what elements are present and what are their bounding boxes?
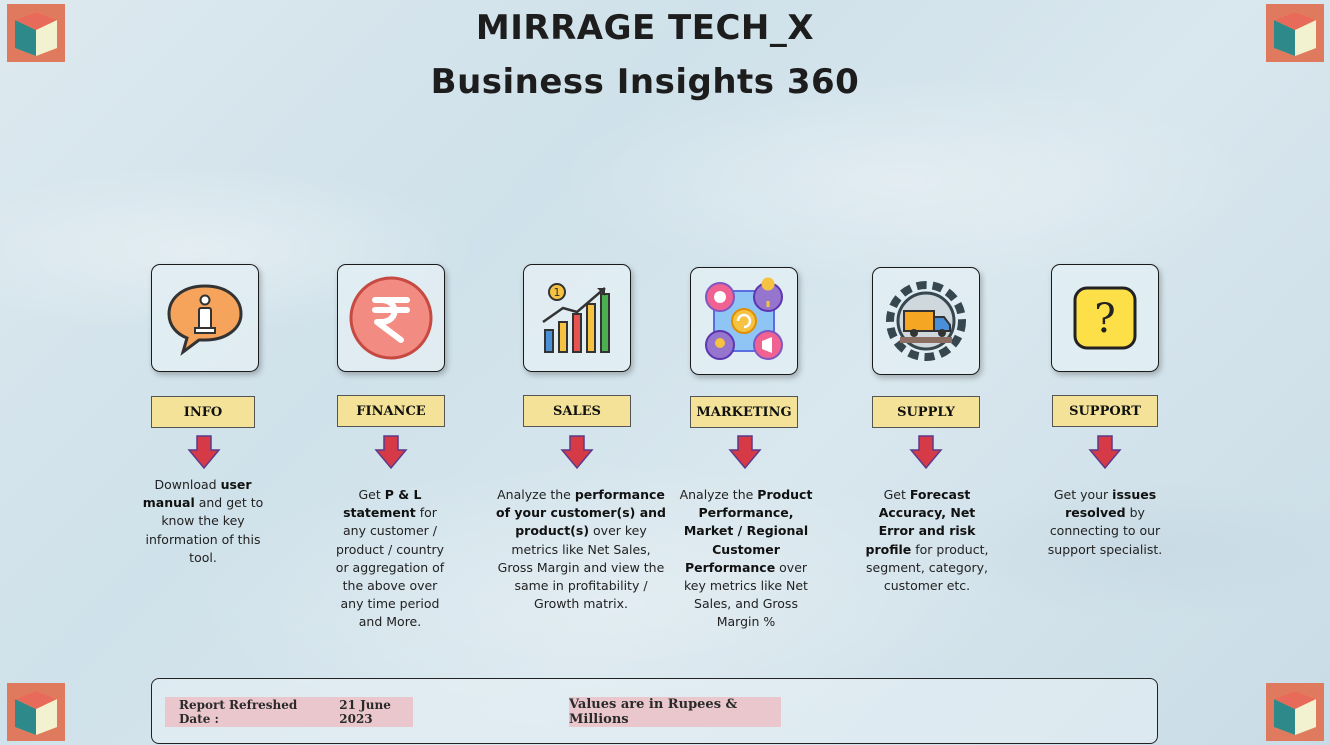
finance-card[interactable] xyxy=(337,264,445,372)
supply-down-arrow-icon xyxy=(909,434,943,470)
page-subtitle: Business Insights 360 xyxy=(430,62,860,102)
company-logo-top-right xyxy=(1266,4,1324,62)
refresh-date-pill: Report Refreshed Date : 21 June 2023 xyxy=(165,697,413,727)
info-label[interactable]: INFO xyxy=(151,396,255,428)
finance-description: Get P & L statement for any customer / p… xyxy=(335,487,445,630)
support-description: Get your issues resolved by connecting t… xyxy=(1047,487,1163,557)
support-card[interactable]: ? xyxy=(1051,264,1159,372)
delivery-truck-gear-icon xyxy=(886,281,966,361)
finance-label[interactable]: FINANCE xyxy=(337,395,445,427)
finance-down-arrow-icon xyxy=(374,434,408,470)
footer-panel: Report Refreshed Date : 21 June 2023 Val… xyxy=(151,678,1158,744)
page-title: MIRRAGE TECH_X xyxy=(475,8,815,48)
supply-label[interactable]: SUPPLY xyxy=(872,396,980,428)
marketing-cycle-icon xyxy=(705,277,783,360)
svg-text:1: 1 xyxy=(554,286,561,299)
bar-chart-growth-icon: 1 xyxy=(542,283,610,353)
support-down-arrow-icon xyxy=(1088,434,1122,470)
company-logo-bottom-left xyxy=(7,683,65,741)
company-logo-bottom-right xyxy=(1266,683,1324,741)
question-mark-icon: ? xyxy=(1073,286,1137,350)
units-note: Values are in Rupees & Millions xyxy=(569,697,781,727)
sales-card[interactable]: 1 xyxy=(523,264,631,372)
sales-label[interactable]: SALES xyxy=(523,395,631,427)
sales-down-arrow-icon xyxy=(560,434,594,470)
company-logo-top-left xyxy=(7,4,65,62)
marketing-down-arrow-icon xyxy=(728,434,762,470)
refresh-date-value: 21 June 2023 xyxy=(339,698,391,726)
sales-description: Analyze the performance of your customer… xyxy=(496,487,667,612)
svg-text:?: ? xyxy=(1094,296,1115,342)
info-down-arrow-icon xyxy=(187,434,221,470)
info-icon xyxy=(167,284,243,356)
info-description: Download user manual and get to know the… xyxy=(142,477,264,565)
supply-card[interactable] xyxy=(872,267,980,375)
marketing-label[interactable]: MARKETING xyxy=(690,396,798,428)
rupee-icon xyxy=(349,276,433,360)
refresh-date-label: Report Refreshed Date : xyxy=(179,698,298,726)
info-card[interactable] xyxy=(151,264,259,372)
support-label[interactable]: SUPPORT xyxy=(1052,395,1158,427)
marketing-card[interactable] xyxy=(690,267,798,375)
supply-description: Get Forecast Accuracy, Net Error and ris… xyxy=(865,487,989,594)
marketing-description: Analyze the Product Performance, Market … xyxy=(679,487,813,630)
